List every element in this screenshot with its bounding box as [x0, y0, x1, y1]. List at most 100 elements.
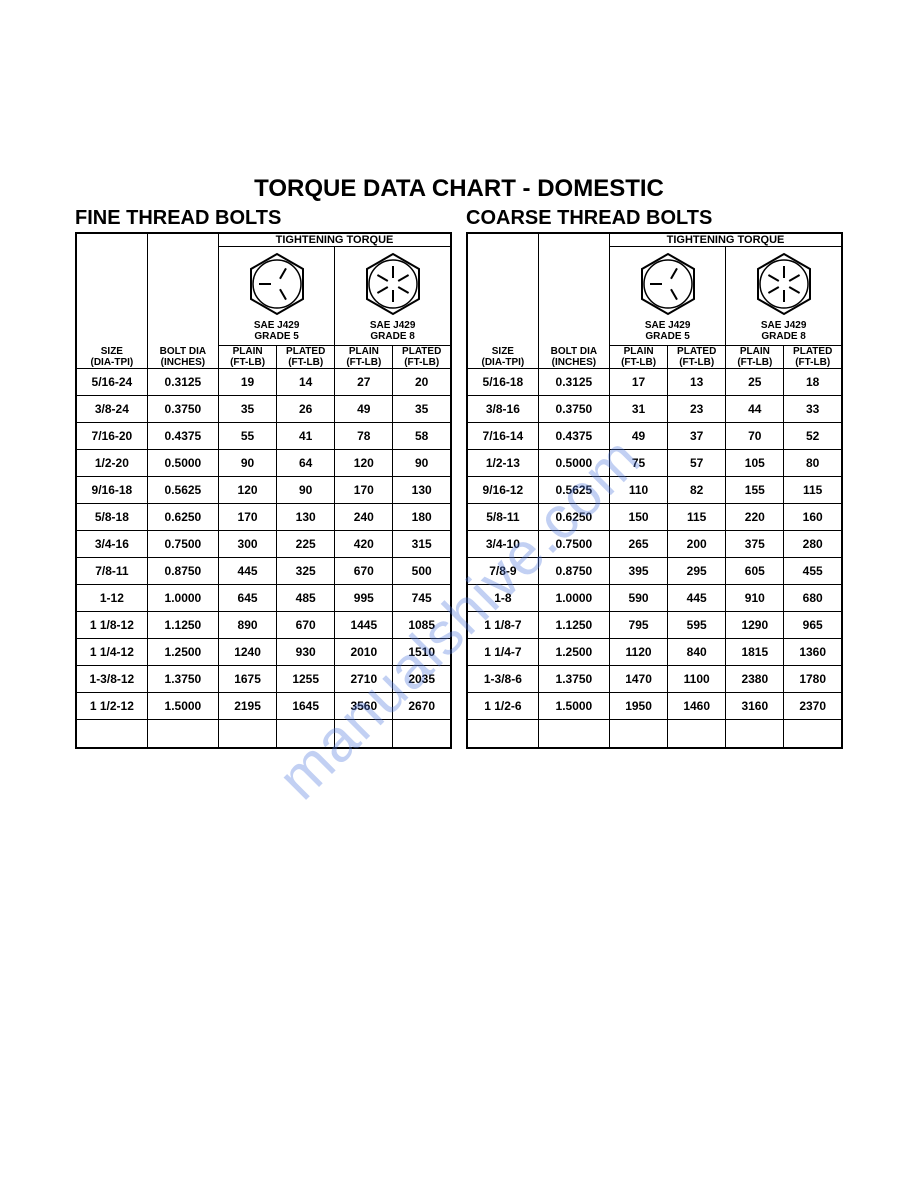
coarse-g5-plated-cell: 1100	[668, 666, 726, 693]
fine-size-cell: 7/8-11	[76, 558, 147, 585]
fine-g8-plated-cell: 745	[393, 585, 451, 612]
coarse-g5-plain-cell: 395	[610, 558, 668, 585]
fine-size-cell: 1-3/8-12	[76, 666, 147, 693]
coarse-g8-plain-cell: 44	[726, 396, 784, 423]
fine-size-cell: 9/16-18	[76, 477, 147, 504]
coarse-dia-cell: 0.4375	[538, 423, 609, 450]
fine-g8-plated-cell: 180	[393, 504, 451, 531]
coarse-g5-plain-cell: 795	[610, 612, 668, 639]
fine-g5-plated-cell: 64	[277, 450, 335, 477]
coarse-g8-plated-cell: 280	[784, 531, 842, 558]
fine-g8-plain-cell: 420	[335, 531, 393, 558]
fine-grade5-label: SAE J429GRADE 5	[219, 319, 334, 345]
coarse-g8-plain-cell: 25	[726, 369, 784, 396]
fine-g8-plain-cell: 2010	[335, 639, 393, 666]
coarse-title: COARSE THREAD BOLTS	[466, 207, 843, 230]
fine-g5-plated-cell: 1645	[277, 693, 335, 720]
coarse-g5-plated-cell: 200	[668, 531, 726, 558]
coarse-g5-plain-cell: 49	[610, 423, 668, 450]
fine-g8-plain-cell: 995	[335, 585, 393, 612]
coarse-size-cell: 1-8	[467, 585, 538, 612]
coarse-size-cell: 1 1/2-6	[467, 693, 538, 720]
table-row: 7/8-9 0.8750 395 295 605 455	[467, 558, 842, 585]
coarse-g5-plated-cell: 840	[668, 639, 726, 666]
fine-g8-plated-cell: 315	[393, 531, 451, 558]
table-row: 1 1/8-7 1.1250 795 595 1290 965	[467, 612, 842, 639]
coarse-g5-plated-cell: 595	[668, 612, 726, 639]
coarse-dia-cell: 0.3125	[538, 369, 609, 396]
coarse-g8-plated-cell: 1360	[784, 639, 842, 666]
coarse-g8-plated-cell: 2370	[784, 693, 842, 720]
coarse-dia-cell: 0.5000	[538, 450, 609, 477]
coarse-g5-plain-cell: 590	[610, 585, 668, 612]
coarse-g5-plain-cell: 1950	[610, 693, 668, 720]
coarse-g8-plain-cell: 605	[726, 558, 784, 585]
fine-size-cell: 3/8-24	[76, 396, 147, 423]
coarse-grade8-label: SAE J429GRADE 8	[726, 319, 841, 345]
coarse-g8-plated-cell: 1780	[784, 666, 842, 693]
fine-g8-plain-cell: 27	[335, 369, 393, 396]
coarse-g8-plain-cell: 2380	[726, 666, 784, 693]
grade5-bolt-icon	[219, 249, 334, 319]
fine-dia-cell: 0.7500	[147, 531, 218, 558]
table-row: 7/16-20 0.4375 55 41 78 58	[76, 423, 451, 450]
page-title: TORQUE DATA CHART - DOMESTIC	[75, 175, 843, 203]
coarse-table: SIZE(DIA-TPI) BOLT DIA(INCHES) TIGHTENIN…	[466, 232, 843, 749]
coarse-g8-plated-cell: 52	[784, 423, 842, 450]
fine-size-cell: 5/8-18	[76, 504, 147, 531]
coarse-dia-cell: 0.7500	[538, 531, 609, 558]
coarse-dia-cell: 0.6250	[538, 504, 609, 531]
coarse-g8-plain-cell: 375	[726, 531, 784, 558]
table-row: 3/4-16 0.7500 300 225 420 315	[76, 531, 451, 558]
fine-g5-plated-cell: 1255	[277, 666, 335, 693]
fine-g5-plain-cell: 645	[219, 585, 277, 612]
fine-g8-plain-cell: 3560	[335, 693, 393, 720]
fine-g8-plain-cell: 2710	[335, 666, 393, 693]
coarse-g5-plated-cell: 37	[668, 423, 726, 450]
coarse-size-cell: 5/8-11	[467, 504, 538, 531]
coarse-g8-plain-cell: 220	[726, 504, 784, 531]
coarse-g5-plated-cell: 295	[668, 558, 726, 585]
coarse-dia-cell: 0.8750	[538, 558, 609, 585]
fine-g5-plain-cell: 170	[219, 504, 277, 531]
table-row: 3/8-24 0.3750 35 26 49 35	[76, 396, 451, 423]
fine-g8-plated-cell: 130	[393, 477, 451, 504]
table-row: 1-12 1.0000 645 485 995 745	[76, 585, 451, 612]
fine-g5-plated-cell: 130	[277, 504, 335, 531]
coarse-g8-plain-cell: 3160	[726, 693, 784, 720]
coarse-g5-plain-cell: 265	[610, 531, 668, 558]
table-row: 1/2-13 0.5000 75 57 105 80	[467, 450, 842, 477]
fine-grade8-label: SAE J429GRADE 8	[335, 319, 450, 345]
fine-g8-plated-cell: 1085	[393, 612, 451, 639]
table-row	[467, 720, 842, 748]
fine-dia-cell: 0.3750	[147, 396, 218, 423]
fine-tightening-label: TIGHTENING TORQUE	[219, 233, 452, 247]
fine-g5-plated-cell: 325	[277, 558, 335, 585]
grade8-bolt-icon	[726, 249, 841, 319]
fine-g5-plain-cell: 55	[219, 423, 277, 450]
coarse-g5-plain-cell: 1470	[610, 666, 668, 693]
fine-g8-plain-cell: 1445	[335, 612, 393, 639]
fine-g5-plated-cell: 930	[277, 639, 335, 666]
fine-g5-plain-cell: 19	[219, 369, 277, 396]
coarse-g8-plain-cell: 1815	[726, 639, 784, 666]
fine-g5-plain-cell: 2195	[219, 693, 277, 720]
fine-table: SIZE(DIA-TPI) BOLT DIA(INCHES) TIGHTENIN…	[75, 232, 452, 749]
fine-dia-cell: 0.6250	[147, 504, 218, 531]
fine-size-cell: 1 1/2-12	[76, 693, 147, 720]
coarse-size-cell: 9/16-12	[467, 477, 538, 504]
fine-g5-plain-cell: 300	[219, 531, 277, 558]
coarse-dia-hdr: BOLT DIA(INCHES)	[539, 346, 609, 368]
coarse-g8-plain-cell: 105	[726, 450, 784, 477]
fine-g5-plain-hdr: PLAIN(FT-LB)	[219, 346, 277, 369]
coarse-g5-plain-cell: 17	[610, 369, 668, 396]
coarse-size-cell: 1 1/4-7	[467, 639, 538, 666]
coarse-g5-plated-cell: 82	[668, 477, 726, 504]
coarse-dia-cell: 1.1250	[538, 612, 609, 639]
fine-size-cell: 3/4-16	[76, 531, 147, 558]
fine-g8-plated-cell: 1510	[393, 639, 451, 666]
fine-size-cell: 1 1/4-12	[76, 639, 147, 666]
coarse-g5-plain-cell: 110	[610, 477, 668, 504]
fine-g8-plain-hdr: PLAIN(FT-LB)	[335, 346, 393, 369]
coarse-g8-plain-cell: 1290	[726, 612, 784, 639]
